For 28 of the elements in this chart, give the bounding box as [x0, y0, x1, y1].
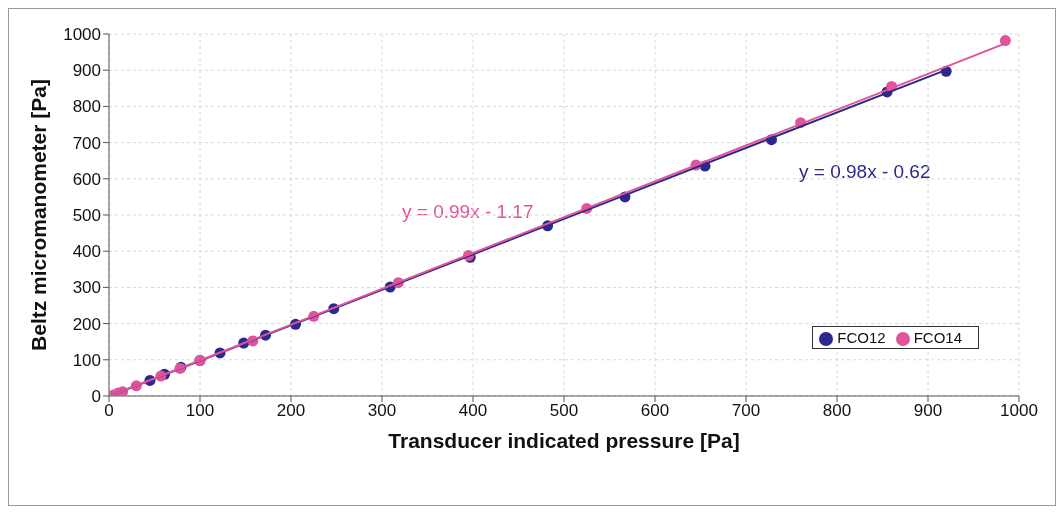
y-tick-label: 700 — [72, 133, 101, 153]
x-tick-label: 900 — [913, 401, 943, 421]
y-tick-label: 100 — [72, 350, 101, 370]
x-tick-label: 800 — [822, 401, 852, 421]
y-tick-label: 300 — [72, 278, 101, 298]
x-tick-label: 0 — [104, 401, 114, 421]
legend-label: FCO12 — [837, 328, 886, 346]
y-axis-title: Beltz micromanometer [Pa] — [27, 79, 51, 351]
y-tick-label: 1000 — [63, 25, 101, 45]
x-tick-label: 300 — [367, 401, 397, 421]
x-tick-label: 200 — [276, 401, 306, 421]
x-axis-title: Transducer indicated pressure [Pa] — [388, 428, 740, 452]
x-tick-label: 400 — [458, 401, 488, 421]
x-tick-label: 1000 — [1000, 401, 1038, 421]
x-tick-label: 500 — [549, 401, 579, 421]
y-tick-label: 200 — [72, 314, 101, 334]
y-tick-label: 500 — [72, 206, 101, 226]
x-tick-label: 700 — [731, 401, 761, 421]
y-tick-label: 400 — [72, 242, 101, 262]
y-tick-label: 900 — [72, 61, 101, 81]
legend-label: FCO14 — [913, 328, 962, 346]
x-tick-label: 600 — [640, 401, 670, 421]
x-tick-label: 100 — [185, 401, 215, 421]
y-tick-label: 600 — [72, 169, 101, 189]
y-tick-label: 800 — [72, 97, 101, 117]
annotation: y = 0.98x - 0.62 — [799, 161, 931, 183]
y-tick-label: 0 — [91, 387, 101, 406]
annotation: y = 0.99x - 1.17 — [402, 201, 534, 223]
